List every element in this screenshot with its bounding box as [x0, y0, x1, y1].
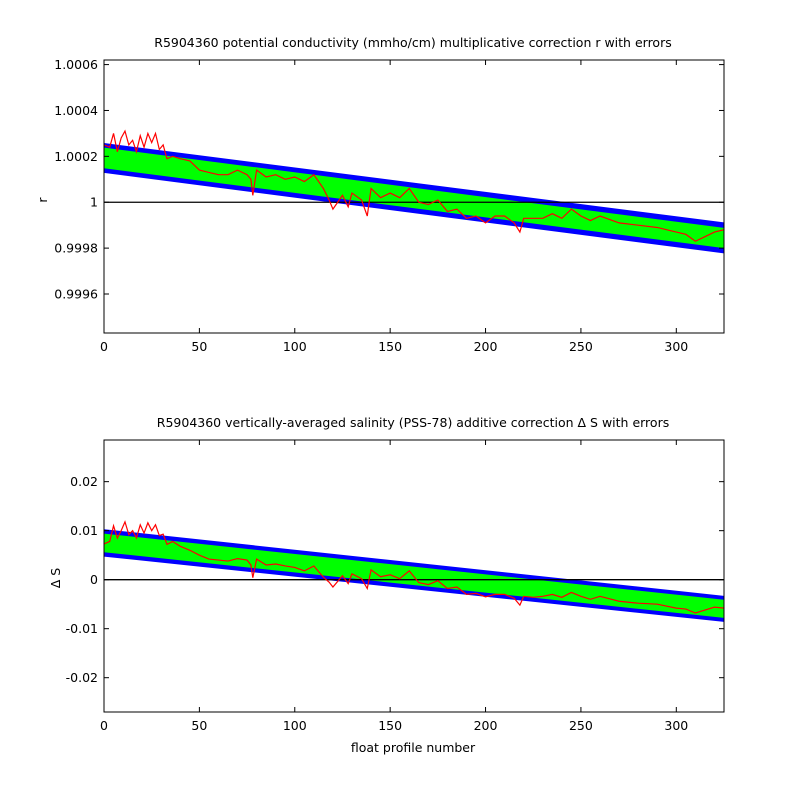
y-tick-label: 0 [90, 572, 98, 587]
x-tick-label: 100 [283, 339, 307, 354]
y-axis-label: Δ S [48, 568, 63, 589]
series-layer [104, 520, 724, 622]
y-tick-label: -0.01 [66, 621, 98, 636]
inner-error-band [104, 147, 724, 249]
correction-line [104, 520, 724, 614]
x-tick-label: 200 [474, 339, 498, 354]
x-tick-label: 150 [378, 718, 402, 733]
x-tick-label: 200 [474, 718, 498, 733]
axes-frame [103, 59, 725, 334]
y-tick-label: 0.9998 [54, 241, 98, 256]
y-axis-label: r [35, 197, 50, 203]
y-tick-label: 1.0002 [54, 149, 98, 164]
x-tick-label: 50 [191, 718, 207, 733]
x-tick-label: 150 [378, 339, 402, 354]
y-tick-label: 1 [90, 195, 98, 210]
x-tick-label: 300 [664, 339, 688, 354]
series-layer [104, 129, 724, 254]
x-axis-label: float profile number [351, 740, 476, 755]
x-tick-label: 0 [100, 718, 108, 733]
y-tick-label: 1.0004 [54, 103, 98, 118]
chart-conductivity-correction: R5904360 potential conductivity (mmho/cm… [35, 35, 725, 354]
axes-frame [103, 439, 725, 713]
chart-salinity-correction: R5904360 vertically-averaged salinity (P… [48, 415, 725, 755]
y-tick-label: 0.01 [70, 523, 98, 538]
x-tick-label: 250 [569, 718, 593, 733]
y-tick-label: -0.02 [66, 670, 98, 685]
y-tick-label: 1.0006 [54, 57, 98, 72]
x-tick-label: 300 [664, 718, 688, 733]
x-tick-label: 100 [283, 718, 307, 733]
y-tick-label: 0.9996 [54, 287, 98, 302]
correction-line [104, 129, 724, 242]
chart-title: R5904360 potential conductivity (mmho/cm… [154, 35, 671, 50]
x-tick-label: 250 [569, 339, 593, 354]
y-tick-label: 0.02 [70, 474, 98, 489]
x-tick-label: 0 [100, 339, 108, 354]
chart-title: R5904360 vertically-averaged salinity (P… [157, 415, 669, 430]
inner-error-band [104, 533, 724, 618]
plot-area: 0 50 100 150 200 250 300 0.9996 0.9998 1 1.0002 1.0… [54, 57, 725, 354]
plot-area: 0 50 100 150 200 250 300 -0.02 -0.01 0 0.01 0.02 [66, 439, 725, 733]
x-tick-label: 50 [191, 339, 207, 354]
